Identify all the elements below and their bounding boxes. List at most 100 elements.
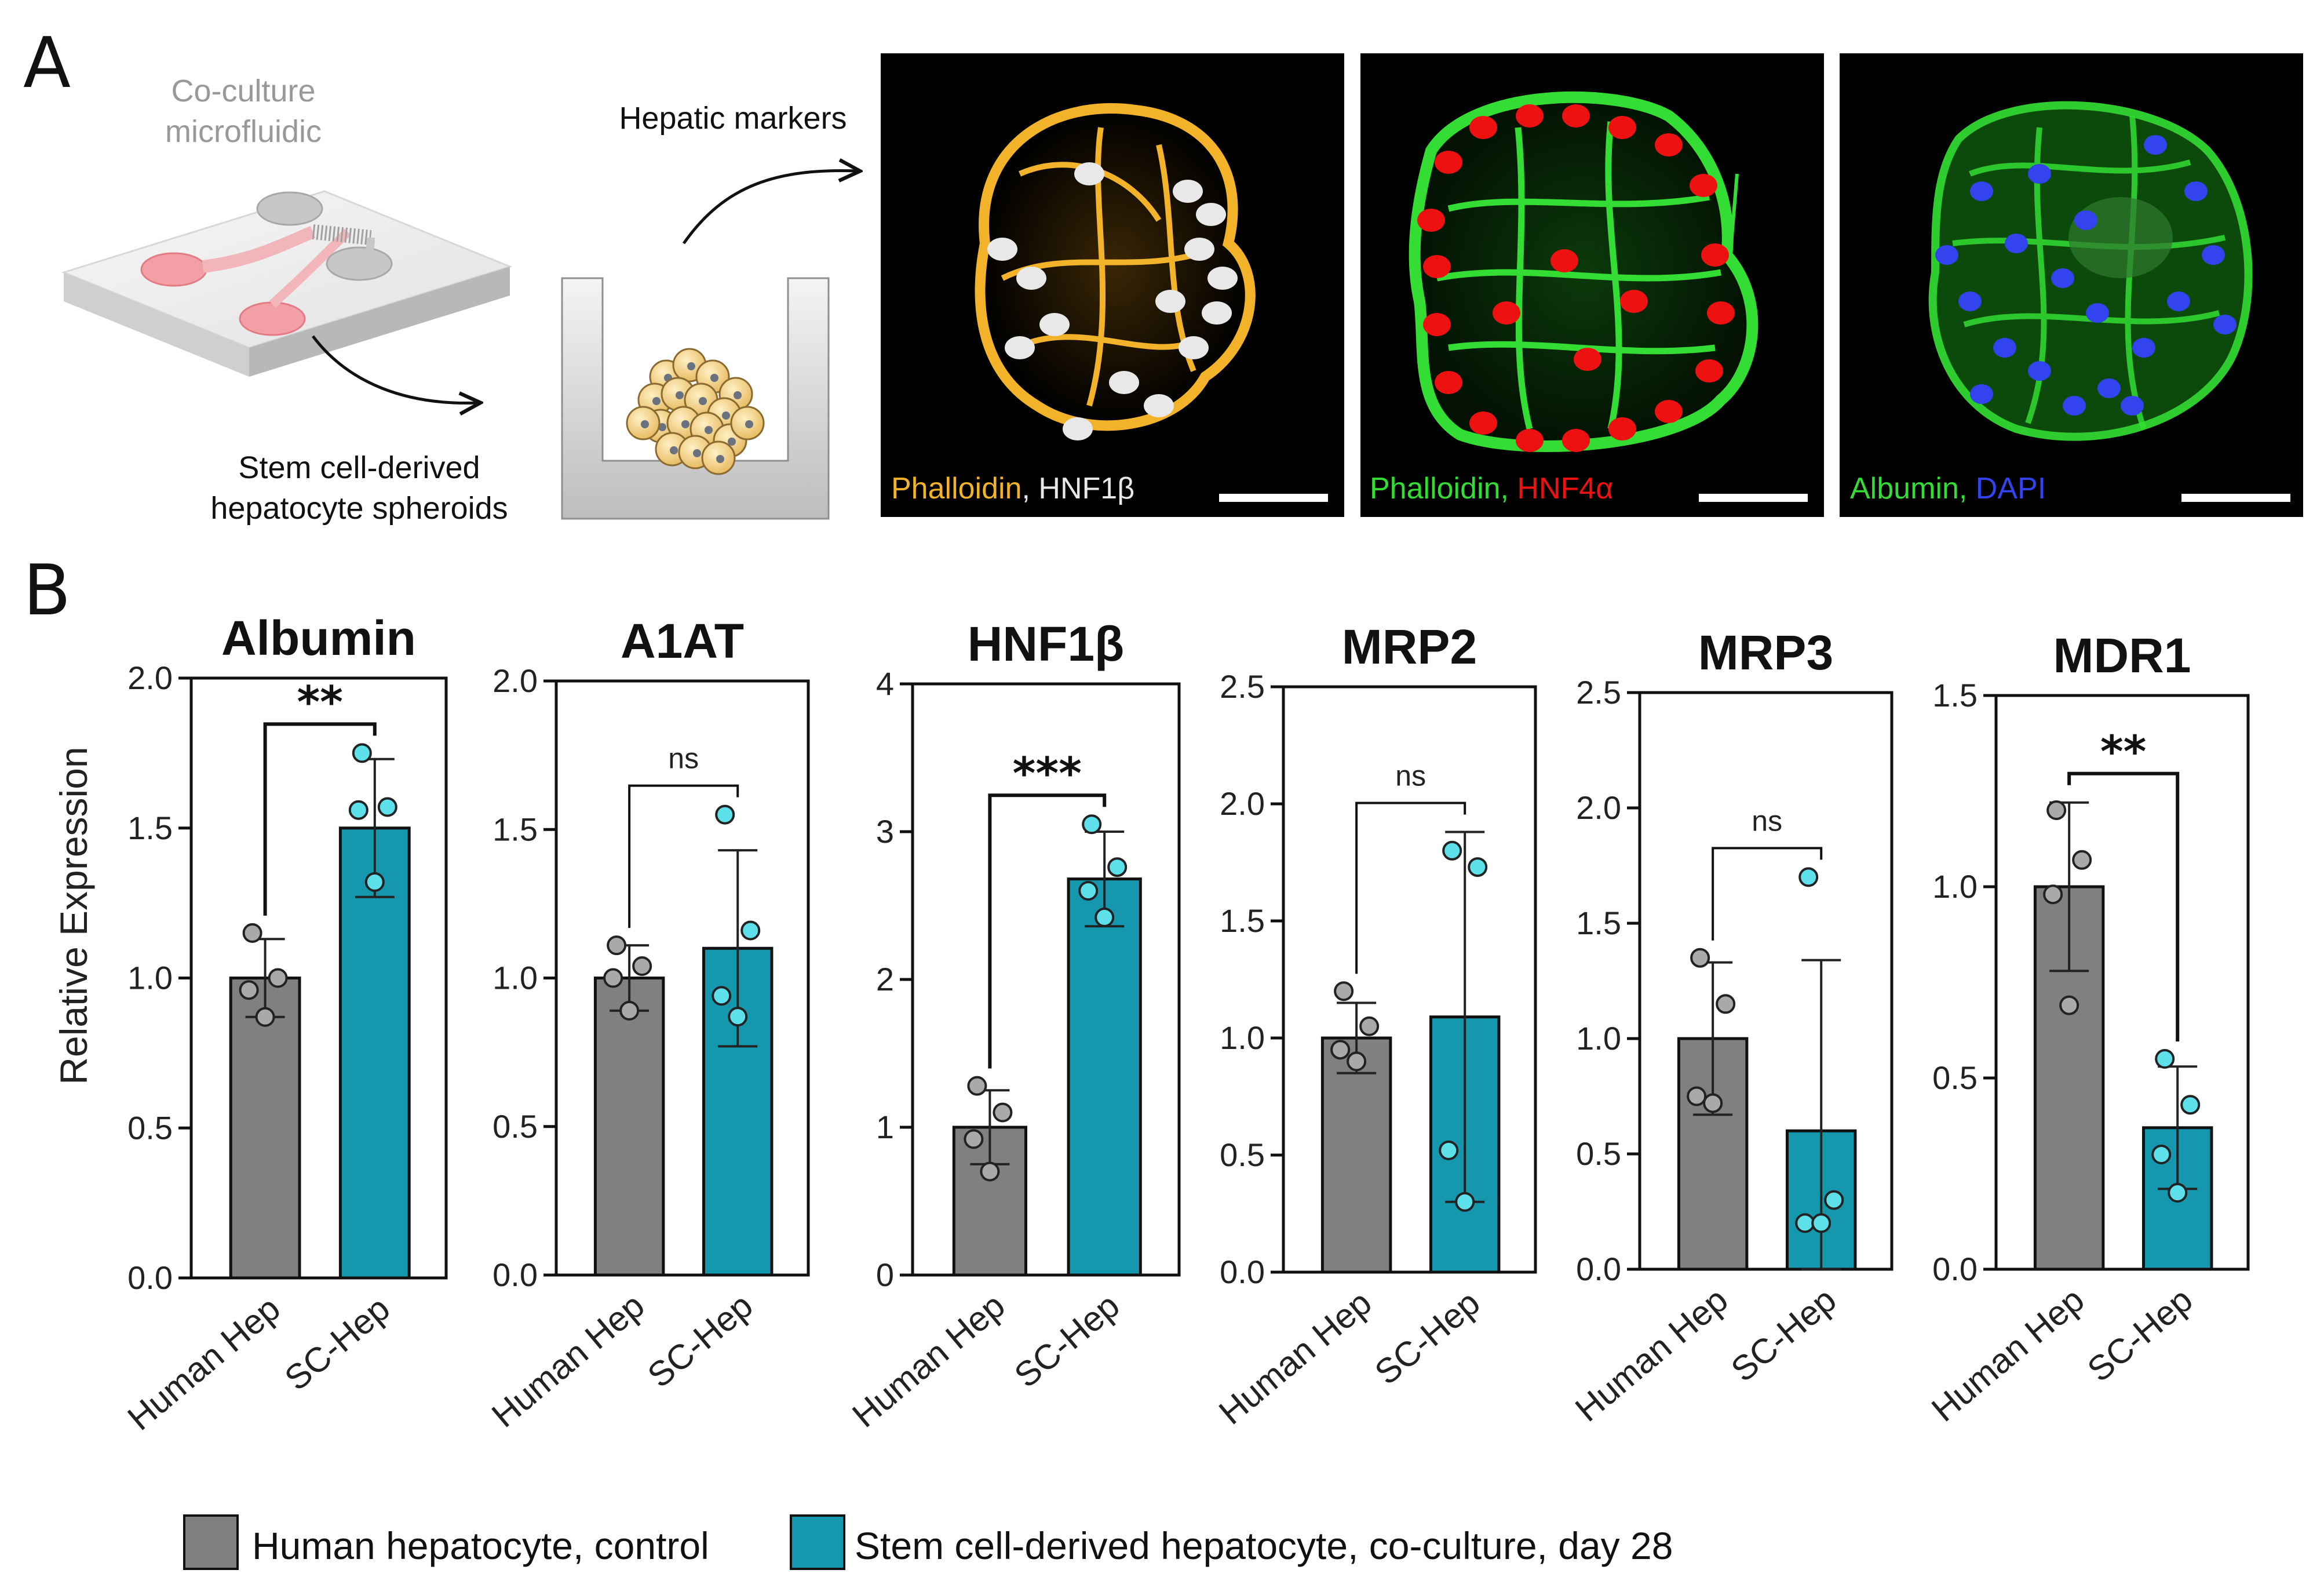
data-point — [1442, 840, 1462, 861]
data-point — [619, 1000, 640, 1021]
y-tick-label: 0.0 — [1932, 1251, 1978, 1287]
y-tick-label: 2.0 — [1220, 785, 1265, 822]
y-tick-label: 1 — [876, 1109, 894, 1145]
bar-sc-hep — [1067, 877, 1142, 1277]
hnf4a-nucleus — [1574, 348, 1601, 371]
bar-human-hep — [593, 977, 665, 1277]
hnf4a-nucleus — [1516, 104, 1544, 128]
spheroid-cell-nucleus — [734, 391, 742, 399]
chart-title: A1AT — [621, 614, 744, 668]
significance-bracket — [1712, 847, 1823, 941]
dapi-nucleus — [2144, 135, 2167, 155]
significance-label: ** — [297, 676, 343, 727]
hnf4a-nucleus — [1417, 209, 1445, 232]
chip-to-well-arrow — [312, 335, 478, 403]
x-category-label: Human Hep — [484, 1286, 651, 1435]
y-tick-label: 0 — [876, 1256, 894, 1293]
data-point — [348, 800, 369, 820]
data-point — [740, 920, 761, 941]
hnf4a-nucleus — [1695, 359, 1723, 383]
chart-title: Albumin — [221, 611, 416, 665]
data-point — [1330, 1040, 1351, 1060]
x-category-label: Human Hep — [1924, 1280, 2091, 1429]
plot-frame — [1282, 685, 1537, 1274]
data-point — [1347, 1051, 1367, 1072]
hnf1b-nucleus — [1202, 301, 1232, 325]
data-point — [2151, 1145, 2172, 1164]
data-point — [242, 923, 262, 943]
spheroid-cell-nucleus — [699, 397, 707, 405]
dapi-nucleus — [1993, 338, 2016, 358]
spheroid-cell-nucleus — [693, 449, 701, 457]
device-label-line1: Co-culture — [171, 74, 315, 108]
x-category-label: Human Hep — [121, 1289, 287, 1438]
data-point — [1455, 1192, 1475, 1212]
dapi-nucleus — [2167, 292, 2190, 311]
well-to-images-arrow — [682, 170, 858, 245]
hnf4a-nucleus — [1469, 116, 1497, 139]
x-category-label: Human Hep — [845, 1286, 1012, 1435]
plot-frame — [1638, 691, 1894, 1271]
hnf1b-nucleus — [1196, 203, 1226, 226]
hnf1b-nucleus — [1155, 290, 1185, 313]
data-point — [967, 1076, 987, 1096]
data-point — [255, 1007, 275, 1027]
bar-human-hep — [229, 977, 301, 1280]
spheroid-cell-nucleus — [658, 423, 666, 431]
micrograph-phalloidin-hnf4a — [1360, 53, 1824, 517]
hnf1b-nucleus — [1179, 336, 1209, 359]
hnf4a-nucleus — [1423, 313, 1451, 336]
hnf4a-nucleus — [1516, 429, 1544, 452]
spheroid-cell-nucleus — [676, 391, 684, 399]
x-category-label: SC-Hep — [278, 1289, 397, 1398]
data-point — [632, 956, 652, 976]
y-axis-label: Relative Expression — [52, 746, 95, 1084]
hnf1b-nucleus — [1063, 417, 1093, 440]
hnf4a-nucleus — [1655, 400, 1683, 423]
spheroid-label-line2: hepatocyte spheroids — [210, 491, 508, 526]
y-tick-label: 2 — [876, 961, 894, 997]
data-point — [2072, 850, 2092, 870]
data-point — [1334, 981, 1354, 1001]
data-point — [2180, 1095, 2201, 1115]
dapi-nucleus — [2202, 245, 2225, 265]
data-point — [1690, 948, 1710, 968]
x-category-label: SC-Hep — [640, 1286, 760, 1396]
micrograph3-caption: Albumin, DAPI — [1850, 472, 2046, 505]
dapi-nucleus — [2028, 361, 2051, 381]
hnf4a-nucleus — [1608, 116, 1636, 139]
y-tick-label: 2.5 — [1220, 668, 1265, 705]
y-tick-label: 0.0 — [1220, 1254, 1265, 1290]
bar-human-hep — [1320, 1036, 1392, 1274]
legend-swatch-sc — [790, 1514, 845, 1570]
hnf1b-nucleus — [1109, 371, 1139, 394]
significance-bracket — [2067, 771, 2180, 1041]
data-point — [1703, 1093, 1723, 1113]
hnf1b-nucleus — [1173, 180, 1203, 203]
y-tick-label: 2.0 — [127, 660, 173, 696]
chart-title: HNF1β — [968, 617, 1125, 671]
spheroid-cell-nucleus — [728, 438, 736, 446]
data-point — [1824, 1190, 1844, 1210]
y-tick-label: 1.0 — [1220, 1019, 1265, 1056]
data-point — [352, 743, 372, 763]
significance-bracket — [1355, 802, 1466, 974]
data-point — [2043, 884, 2063, 905]
hnf4a-nucleus — [1707, 301, 1735, 325]
hnf1b-nucleus — [1184, 238, 1214, 261]
data-point — [2155, 1049, 2175, 1069]
data-point — [607, 935, 627, 956]
spheroid-cell-nucleus — [641, 420, 649, 428]
hnf1b-nucleus — [1005, 336, 1035, 359]
spheroid-cell-nucleus — [716, 455, 724, 463]
data-point — [1468, 857, 1488, 877]
data-point — [1078, 881, 1099, 901]
spheroid-icon — [626, 348, 765, 475]
dapi-nucleus — [2213, 315, 2237, 334]
hnf4a-nucleus — [1493, 301, 1520, 325]
data-point — [1094, 907, 1115, 927]
data-point — [239, 980, 259, 1000]
